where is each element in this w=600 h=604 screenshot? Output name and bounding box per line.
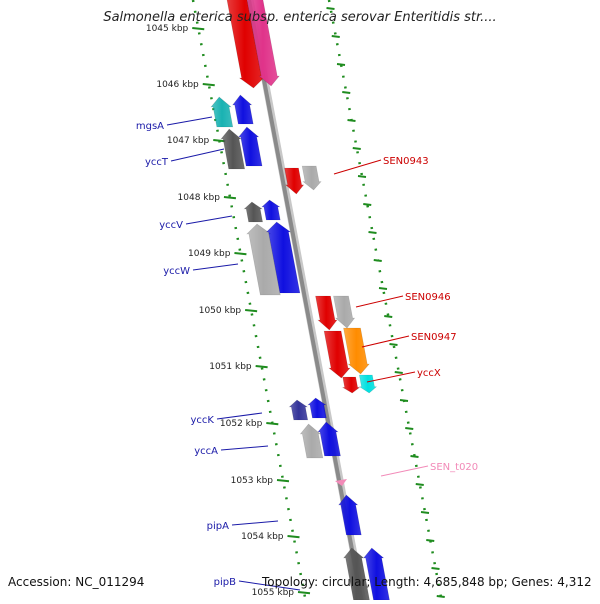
left-gene-label: pipA [207, 521, 229, 532]
left-leader-line [220, 445, 269, 451]
left-leader-line [185, 215, 233, 225]
outer-minor-tick [331, 35, 340, 38]
gene-arrow [243, 201, 264, 223]
kbp-tick-label: 1055 kbp [252, 588, 295, 598]
gene-arrow [358, 374, 378, 394]
inner-tick-ring [191, 0, 307, 601]
gene-arrow [299, 423, 324, 459]
kbp-tick-mark [266, 422, 279, 426]
accession-text: Accession: NC_011294 [8, 575, 145, 589]
gene-arrow [338, 494, 362, 536]
right-leader-line [366, 371, 416, 383]
right-leader-line [333, 159, 382, 175]
gene-arrow [246, 0, 280, 87]
outer-minor-tick [415, 483, 424, 486]
kbp-tick-mark [234, 252, 247, 256]
genome-title: Salmonella enterica subsp. enterica sero… [103, 10, 497, 25]
left-gene-label: yccA [194, 446, 218, 457]
gene-arrow [284, 167, 305, 195]
kbp-tick-label: 1045 kbp [146, 24, 189, 34]
right-leader-line [355, 295, 404, 308]
kbp-tick-label: 1047 kbp [167, 136, 210, 146]
gene-arrow [288, 399, 309, 421]
gene-arrow [315, 295, 338, 331]
outer-minor-tick [410, 455, 419, 458]
kbp-tick-mark [213, 139, 226, 143]
kbp-tick-label: 1054 kbp [241, 532, 284, 542]
outer-minor-tick [399, 399, 409, 402]
left-gene-label: pipB [214, 577, 236, 588]
outer-minor-tick [342, 91, 351, 94]
kbp-tick-mark [276, 479, 290, 483]
gene-arrow [265, 221, 301, 294]
left-leader-line [231, 520, 279, 526]
right-gene-label: yccX [417, 368, 441, 379]
outer-minor-tick [384, 315, 393, 318]
gene-arrow [343, 327, 370, 375]
outer-minor-tick [436, 595, 445, 598]
kbp-tick-mark [287, 535, 300, 539]
outer-minor-tick [336, 63, 346, 66]
outer-minor-tick [405, 427, 414, 430]
left-gene-label: yccW [163, 266, 190, 277]
left-gene-label: yccV [159, 220, 183, 231]
right-gene-label: SEN0943 [383, 156, 429, 167]
kbp-tick-label: 1048 kbp [178, 193, 221, 203]
kbp-tick-mark [245, 309, 258, 313]
right-gene-label: SEN_t020 [430, 462, 478, 473]
left-leader-line [170, 148, 225, 162]
kbp-tick-mark [297, 591, 311, 595]
left-leader-line [166, 116, 213, 126]
outer-minor-tick [363, 203, 372, 206]
left-leader-line [238, 580, 301, 591]
right-gene-label: SEN0946 [405, 292, 451, 303]
left-leader-line [192, 263, 239, 271]
left-gene-label: yccT [145, 157, 169, 168]
right-leader-line [361, 335, 410, 348]
kbp-tick-mark [255, 365, 268, 369]
left-leader-line [216, 412, 263, 420]
kbp-tick-mark [223, 196, 237, 200]
outer-minor-tick [326, 7, 335, 10]
outer-minor-tick [420, 511, 430, 514]
trna-marker [335, 479, 347, 486]
gene-arrow [261, 199, 281, 221]
gene-arrow [301, 165, 322, 191]
gene-arrow [220, 128, 246, 170]
left-gene-label: mgsA [136, 121, 164, 132]
kbp-tick-label: 1053 kbp [231, 476, 274, 486]
gene-arrow [232, 94, 254, 125]
kbp-tick-label: 1049 kbp [188, 249, 231, 259]
kbp-tick-mark [192, 27, 205, 31]
right-gene-label: SEN0947 [411, 332, 457, 343]
gene-arrow [307, 397, 327, 419]
outer-minor-tick [378, 287, 388, 290]
gene-arrow [226, 0, 265, 89]
outer-minor-tick [394, 371, 403, 374]
outer-minor-tick [352, 147, 361, 150]
kbp-tick-mark [202, 83, 215, 87]
gene-arrow [238, 126, 263, 167]
gene-arrow [210, 96, 234, 128]
gene-arrow [323, 330, 351, 379]
kbp-tick-label: 1051 kbp [209, 362, 252, 372]
outer-minor-tick [368, 231, 377, 234]
kbp-tick-label: 1052 kbp [220, 419, 263, 429]
outer-minor-tick [389, 343, 398, 346]
genome-summary-text: Topology: circular; Length: 4,685,848 bp… [262, 575, 592, 589]
right-leader-line [380, 465, 429, 477]
outer-minor-tick [426, 539, 435, 542]
outer-minor-tick [357, 175, 367, 178]
outer-minor-tick [431, 567, 440, 570]
gene-arrow [341, 376, 361, 394]
gene-arrow [333, 295, 356, 329]
kbp-tick-label: 1050 kbp [199, 306, 242, 316]
kbp-tick-label: 1046 kbp [156, 80, 199, 90]
left-gene-label: yccK [191, 415, 215, 426]
gene-arrow [317, 421, 341, 457]
outer-minor-tick [373, 259, 382, 262]
outer-minor-tick [347, 119, 356, 122]
